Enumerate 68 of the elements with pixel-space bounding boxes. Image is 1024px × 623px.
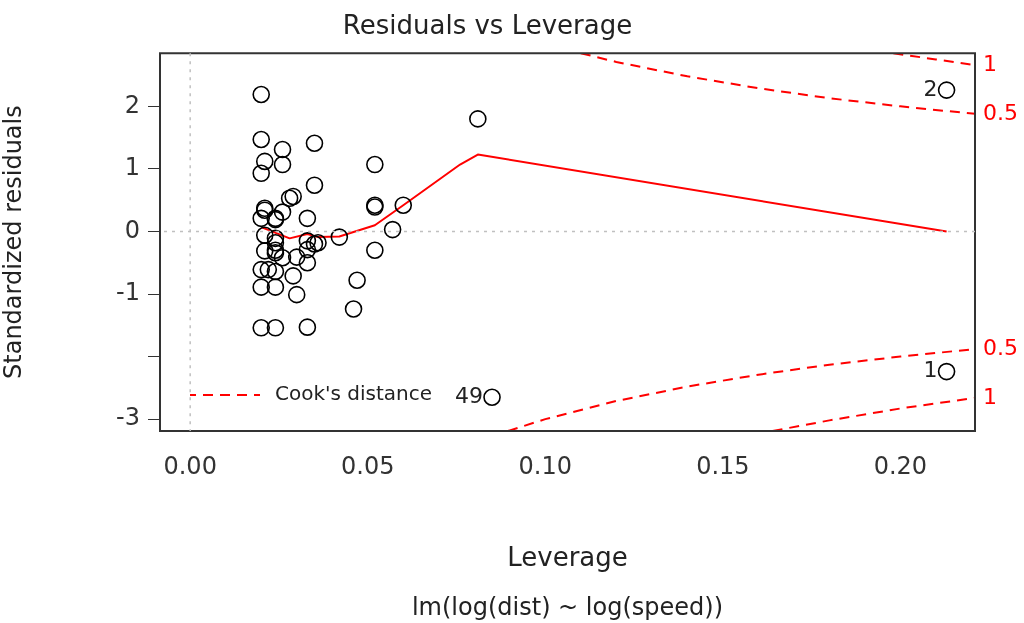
point — [344, 300, 363, 318]
annotation: 0.5 — [983, 99, 1018, 125]
point — [298, 240, 317, 259]
point — [252, 260, 271, 279]
text: lm(log(dist) ~ log(speed)) — [411, 593, 724, 622]
point — [259, 260, 278, 279]
point — [280, 189, 299, 208]
point — [284, 187, 302, 206]
chart-title: Residuals vs Leverage — [342, 10, 633, 41]
point — [252, 209, 271, 228]
x-tick-label: 0.15 — [696, 451, 750, 480]
annotation: 1 — [983, 50, 997, 76]
point — [273, 248, 292, 267]
point — [273, 203, 292, 221]
y-tick-label: 2 — [124, 90, 140, 119]
point — [469, 110, 487, 128]
point — [252, 130, 271, 149]
y-tick-label: -1 — [116, 278, 140, 307]
y-tick-label: -3 — [116, 403, 140, 432]
point — [252, 164, 271, 183]
point — [284, 267, 302, 285]
point — [305, 235, 324, 253]
point — [305, 176, 324, 194]
point — [383, 220, 402, 239]
point — [937, 81, 956, 99]
point — [937, 362, 956, 381]
point — [255, 152, 274, 171]
point — [348, 271, 366, 290]
point — [255, 242, 274, 260]
point — [255, 226, 274, 245]
y-tick-label: 0 — [124, 215, 140, 244]
point — [252, 85, 271, 104]
point — [366, 241, 384, 260]
point — [298, 209, 317, 228]
line-series — [579, 53, 975, 115]
point — [394, 196, 413, 214]
point — [305, 134, 324, 153]
point — [330, 228, 349, 246]
x-axis-title: Leverage — [507, 542, 628, 573]
point — [266, 262, 285, 281]
annotation: 0.5 — [983, 334, 1018, 360]
point — [266, 233, 285, 252]
point — [266, 229, 285, 248]
annotation: 1 — [983, 383, 997, 409]
point — [273, 140, 292, 159]
annotation: 2 — [923, 75, 938, 101]
x-tick-label: 0.10 — [518, 451, 573, 480]
point — [366, 155, 384, 174]
point — [287, 248, 306, 266]
point — [252, 278, 271, 296]
point — [298, 318, 317, 336]
annotation: 49 — [455, 382, 484, 408]
point — [266, 278, 285, 296]
point — [483, 388, 501, 407]
x-tick-label: 0.00 — [163, 451, 217, 480]
point — [298, 253, 317, 272]
y-tick-label: 1 — [124, 153, 140, 182]
x-tick-label: 0.20 — [873, 451, 928, 480]
point — [287, 285, 306, 304]
point — [298, 232, 317, 250]
point — [252, 318, 271, 337]
legend-label: Cook's distance — [275, 381, 433, 406]
point — [266, 318, 285, 337]
point — [309, 233, 327, 252]
annotation: 1 — [923, 357, 938, 383]
point — [273, 155, 292, 174]
y-axis-title: Standardized residuals — [0, 105, 27, 379]
x-tick-label: 0.05 — [341, 451, 395, 480]
